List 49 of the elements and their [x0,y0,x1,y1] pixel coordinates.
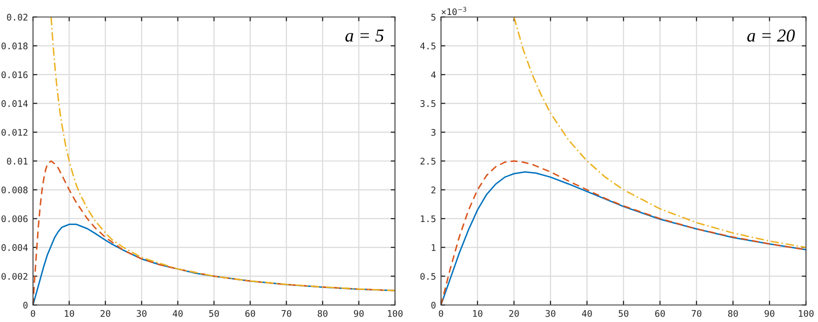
y-tick-label: 0.002 [2,272,28,280]
y-tick-label: 0.012 [2,128,28,136]
y-tick-label: 3.5 [420,100,436,107]
y-tick-label: 0.016 [2,71,28,78]
x-tick-label: 30 [136,310,146,317]
text: ×10$^{−3}$ [442,6,466,16]
x-tick-label: 30 [546,310,556,317]
annotation: a = 5 [345,30,384,42]
y-tick-label: 0.008 [2,186,28,194]
y-tick-label: 1 [432,244,436,251]
x-tick-label: 60 [245,310,256,317]
x-tick-label: 0 [438,310,444,317]
x-tick-label: 90 [764,310,774,317]
y-tick-label: 4 [431,71,436,78]
line-series [50,17,395,292]
x-tick-label: 50 [618,310,628,317]
y-tick-label: 0 [431,302,436,309]
x-tick-label: 100 [798,310,814,317]
x-tick-label: 90 [354,310,364,317]
y-tick-label: 0.02 [6,14,28,21]
y-tick-label: 2 [431,186,436,194]
y-tick-label: 0.004 [2,244,28,251]
x-tick-label: 60 [655,310,665,317]
x-tick-label: 10 [64,310,74,317]
x-tick-label: 20 [100,310,110,317]
x-tick-label: 80 [728,310,738,317]
annotation: a = 20 [747,29,795,42]
y-tick-label: 5 [431,14,436,21]
x-tick-label: 50 [209,310,219,317]
x-tick-label: 10 [473,310,482,317]
x-tick-label: 40 [582,310,592,317]
x-tick-label: 40 [172,310,183,317]
x-tick-label: 20 [509,310,519,317]
y-tick-label: 0.01 [6,158,28,165]
line-series [513,17,806,248]
y-tick-label: 0.006 [2,215,28,222]
y-tick-label: 0.014 [2,100,28,107]
y-tick-label: 0 [23,302,28,309]
x-tick-label: 0 [30,310,36,317]
x-tick-label: 80 [318,310,328,317]
x-tick-label: 70 [282,310,292,317]
y-tick-label: 3 [431,128,436,136]
y-tick-label: 0.5 [420,272,436,280]
y-tick-label: 1.5 [420,215,436,222]
y-tick-label: 4.5 [420,42,436,50]
y-tick-label: 2.5 [420,158,436,165]
x-tick-label: 70 [692,310,702,317]
x-tick-label: 100 [388,310,403,317]
y-tick-label: 0.018 [2,42,28,50]
